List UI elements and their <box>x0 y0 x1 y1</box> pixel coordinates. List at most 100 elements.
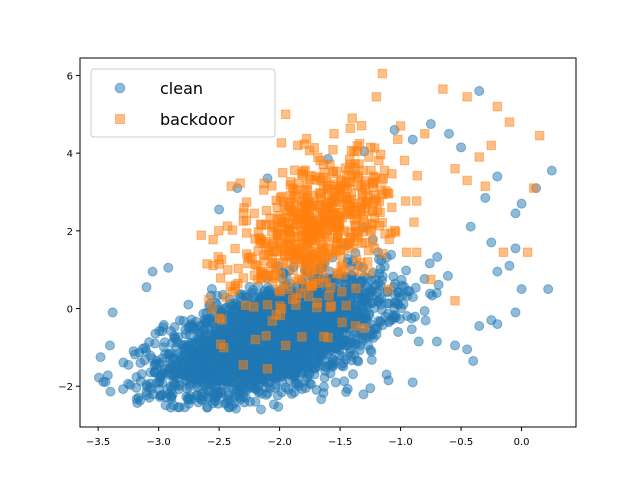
point-backdoor <box>375 207 385 218</box>
point-clean <box>225 360 236 371</box>
legend-label-clean: clean <box>160 79 203 98</box>
point-backdoor <box>387 202 397 213</box>
point-clean <box>402 311 413 321</box>
point-clean <box>480 192 491 203</box>
y-tick-label: 6 <box>67 71 73 82</box>
point-backdoor <box>462 175 472 186</box>
point-backdoor <box>227 225 238 235</box>
point-backdoor <box>277 242 287 252</box>
x-tick-label: 0.0 <box>514 437 530 448</box>
point-backdoor <box>359 323 369 333</box>
point-backdoor <box>360 237 370 248</box>
point-clean <box>150 328 161 339</box>
point-clean <box>474 321 485 332</box>
point-backdoor <box>280 109 291 120</box>
point-clean <box>174 315 185 326</box>
x-tick-label: −2.0 <box>267 437 291 448</box>
point-clean <box>462 344 473 355</box>
point-backdoor <box>358 188 368 199</box>
point-backdoor <box>399 155 410 166</box>
point-backdoor <box>480 181 490 191</box>
point-backdoor <box>214 226 224 236</box>
point-backdoor <box>261 331 271 341</box>
point-clean <box>163 349 174 360</box>
point-clean <box>366 354 377 365</box>
point-backdoor <box>297 332 307 342</box>
point-backdoor <box>535 130 545 141</box>
point-clean <box>310 363 321 374</box>
point-clean <box>136 369 147 380</box>
point-backdoor <box>371 92 382 102</box>
point-backdoor <box>323 332 333 343</box>
point-clean <box>191 316 202 327</box>
point-backdoor <box>275 192 286 203</box>
point-clean <box>348 369 359 380</box>
point-backdoor <box>241 300 251 310</box>
point-clean <box>323 359 334 370</box>
point-backdoor <box>329 129 339 139</box>
point-clean <box>157 389 168 400</box>
point-backdoor <box>286 239 296 249</box>
point-clean <box>308 334 319 345</box>
point-clean <box>388 271 399 282</box>
point-clean <box>300 375 311 386</box>
point-clean <box>163 369 174 380</box>
point-clean <box>132 397 143 408</box>
point-backdoor <box>504 117 515 127</box>
point-backdoor <box>352 141 363 151</box>
point-clean <box>135 357 146 368</box>
point-backdoor <box>238 216 249 226</box>
point-clean <box>123 378 134 389</box>
point-backdoor <box>351 283 361 293</box>
point-backdoor <box>207 304 217 314</box>
point-backdoor <box>297 274 307 285</box>
point-clean <box>424 258 435 269</box>
point-backdoor <box>247 254 257 264</box>
point-backdoor <box>345 154 355 165</box>
point-backdoor <box>259 185 269 195</box>
point-clean <box>148 389 159 400</box>
point-clean <box>468 355 479 366</box>
point-backdoor <box>330 196 341 206</box>
point-clean <box>286 358 297 369</box>
point-clean <box>102 370 113 381</box>
point-backdoor <box>366 142 376 153</box>
y-tick-label: 4 <box>67 149 73 160</box>
point-backdoor <box>304 197 314 207</box>
point-clean <box>419 305 430 316</box>
series-layer <box>93 68 557 415</box>
point-backdoor <box>351 209 362 219</box>
point-backdoor <box>303 291 314 302</box>
point-backdoor <box>362 197 373 207</box>
point-clean <box>288 309 299 320</box>
point-backdoor <box>378 248 388 259</box>
point-clean <box>95 352 106 363</box>
point-clean <box>229 377 240 388</box>
point-backdoor <box>356 258 366 268</box>
point-backdoor <box>341 209 352 220</box>
point-backdoor <box>337 259 348 270</box>
point-backdoor <box>221 292 231 303</box>
point-clean <box>158 322 169 333</box>
point-backdoor <box>314 217 325 227</box>
point-backdoor <box>290 165 300 175</box>
point-backdoor <box>343 177 354 188</box>
point-clean <box>202 314 213 325</box>
point-clean <box>105 386 116 397</box>
point-backdoor <box>400 196 411 206</box>
point-backdoor <box>216 254 227 265</box>
x-tick-label: −3.0 <box>146 437 170 448</box>
point-clean <box>474 86 485 97</box>
point-clean <box>383 375 394 386</box>
point-clean <box>456 142 467 153</box>
point-backdoor <box>350 321 361 331</box>
point-clean <box>299 307 310 318</box>
point-clean <box>486 237 497 248</box>
point-clean <box>516 284 527 295</box>
point-clean <box>273 401 284 412</box>
point-clean <box>425 288 436 299</box>
point-clean <box>407 134 418 145</box>
point-clean <box>277 325 288 336</box>
point-clean <box>510 243 521 254</box>
point-clean <box>256 404 267 415</box>
